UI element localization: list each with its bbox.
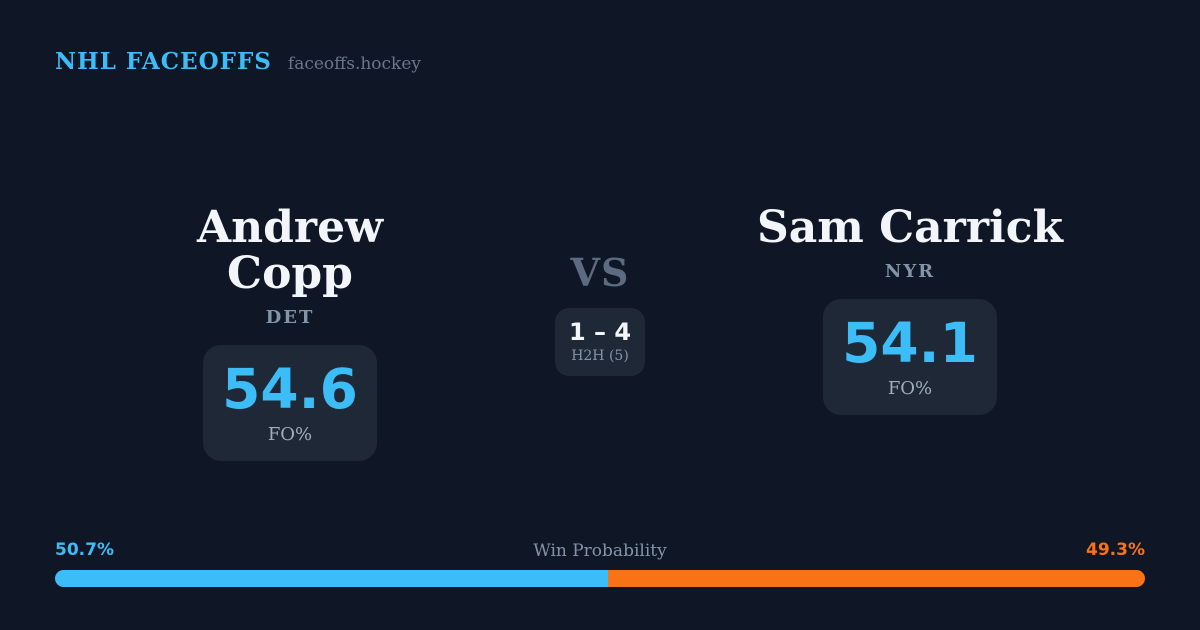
win-prob-bar-right-segment bbox=[607, 570, 1145, 587]
player-right-name: Sam Carrick bbox=[756, 202, 1064, 253]
site-domain: faceoffs.hockey bbox=[287, 54, 422, 74]
win-probability-section: 50.7% Win Probability 49.3% bbox=[55, 540, 1145, 587]
h2h-record: 1 – 4 bbox=[568, 318, 632, 346]
player-left-team: DET bbox=[265, 307, 315, 329]
vs-label: VS bbox=[570, 250, 630, 295]
player-left-fo-value: 54.6 bbox=[222, 356, 358, 421]
player-left-column: Andrew Copp DET 54.6 FO% bbox=[130, 202, 450, 462]
h2h-card: 1 – 4 H2H (5) bbox=[555, 308, 645, 376]
player-right-team: NYR bbox=[884, 261, 936, 283]
brand-title: NHL FACEOFFS bbox=[55, 48, 272, 75]
player-right-fo-label: FO% bbox=[887, 377, 933, 399]
player-right-column: Sam Carrick NYR 54.1 FO% bbox=[750, 202, 1070, 416]
player-left-fo-label: FO% bbox=[267, 423, 313, 445]
win-prob-bar bbox=[55, 570, 1145, 587]
vs-column: VS 1 – 4 H2H (5) bbox=[530, 205, 670, 376]
matchup-section: Andrew Copp DET 54.6 FO% VS 1 – 4 H2H (5… bbox=[0, 202, 1200, 462]
player-left-fo-card: 54.6 FO% bbox=[203, 345, 377, 462]
player-left-name: Andrew Copp bbox=[197, 202, 383, 300]
win-prob-title: Win Probability bbox=[533, 541, 667, 561]
win-prob-left-pct: 50.7% bbox=[55, 540, 114, 560]
win-probability-labels: 50.7% Win Probability 49.3% bbox=[55, 540, 1145, 564]
win-prob-bar-left-segment bbox=[55, 570, 608, 587]
player-right-fo-card: 54.1 FO% bbox=[823, 299, 997, 416]
header: NHL FACEOFFS faceoffs.hockey bbox=[55, 48, 421, 75]
win-prob-right-pct: 49.3% bbox=[1086, 540, 1145, 560]
player-right-fo-value: 54.1 bbox=[842, 310, 978, 375]
h2h-label: H2H (5) bbox=[571, 348, 629, 364]
